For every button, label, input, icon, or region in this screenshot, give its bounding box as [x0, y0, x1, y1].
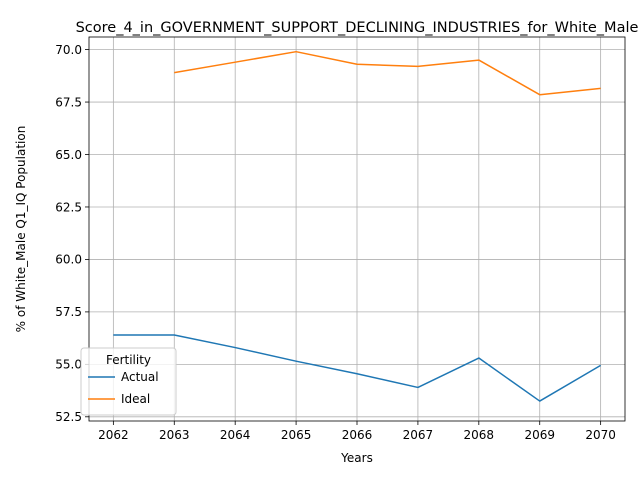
- y-tick-label: 57.5: [55, 305, 82, 319]
- x-tick-label: 2065: [281, 428, 312, 442]
- y-tick-label: 67.5: [55, 95, 82, 109]
- legend-title: Fertility: [106, 353, 151, 367]
- series-lines: [113, 50, 602, 402]
- legend: Fertility Actual Ideal: [80, 347, 177, 416]
- x-axis-ticks: 2062 2063 2064 2065 2066 2067 2068 2069 2070: [98, 421, 616, 442]
- series-line-ideal: [174, 50, 601, 96]
- x-tick-label: 2066: [342, 428, 373, 442]
- y-axis-label: % of White_Male Q1_IQ Population: [14, 126, 28, 333]
- legend-label-ideal: Ideal: [121, 392, 150, 406]
- x-tick-label: 2068: [464, 428, 495, 442]
- x-tick-label: 2064: [220, 428, 251, 442]
- x-tick-label: 2062: [98, 428, 129, 442]
- y-tick-label: 55.0: [55, 358, 82, 372]
- y-tick-label: 60.0: [55, 253, 82, 267]
- series-line-actual: [113, 334, 602, 402]
- x-tick-label: 2063: [159, 428, 190, 442]
- legend-label-actual: Actual: [121, 370, 159, 384]
- y-tick-label: 62.5: [55, 200, 82, 214]
- x-tick-label: 2070: [585, 428, 616, 442]
- chart-title: Score_4_in_GOVERNMENT_SUPPORT_DECLINING_…: [76, 20, 639, 36]
- x-tick-label: 2067: [403, 428, 434, 442]
- legend-entries: Actual Ideal: [88, 370, 159, 406]
- y-tick-label: 52.5: [55, 410, 82, 424]
- y-axis-ticks: 52.5 55.0 57.5 60.0 62.5 65.0 67.5 70.0: [55, 43, 89, 424]
- x-tick-label: 2069: [524, 428, 555, 442]
- y-tick-label: 70.0: [55, 43, 82, 57]
- grid: [89, 37, 625, 421]
- x-axis-label: Years: [340, 451, 373, 465]
- y-tick-label: 65.0: [55, 148, 82, 162]
